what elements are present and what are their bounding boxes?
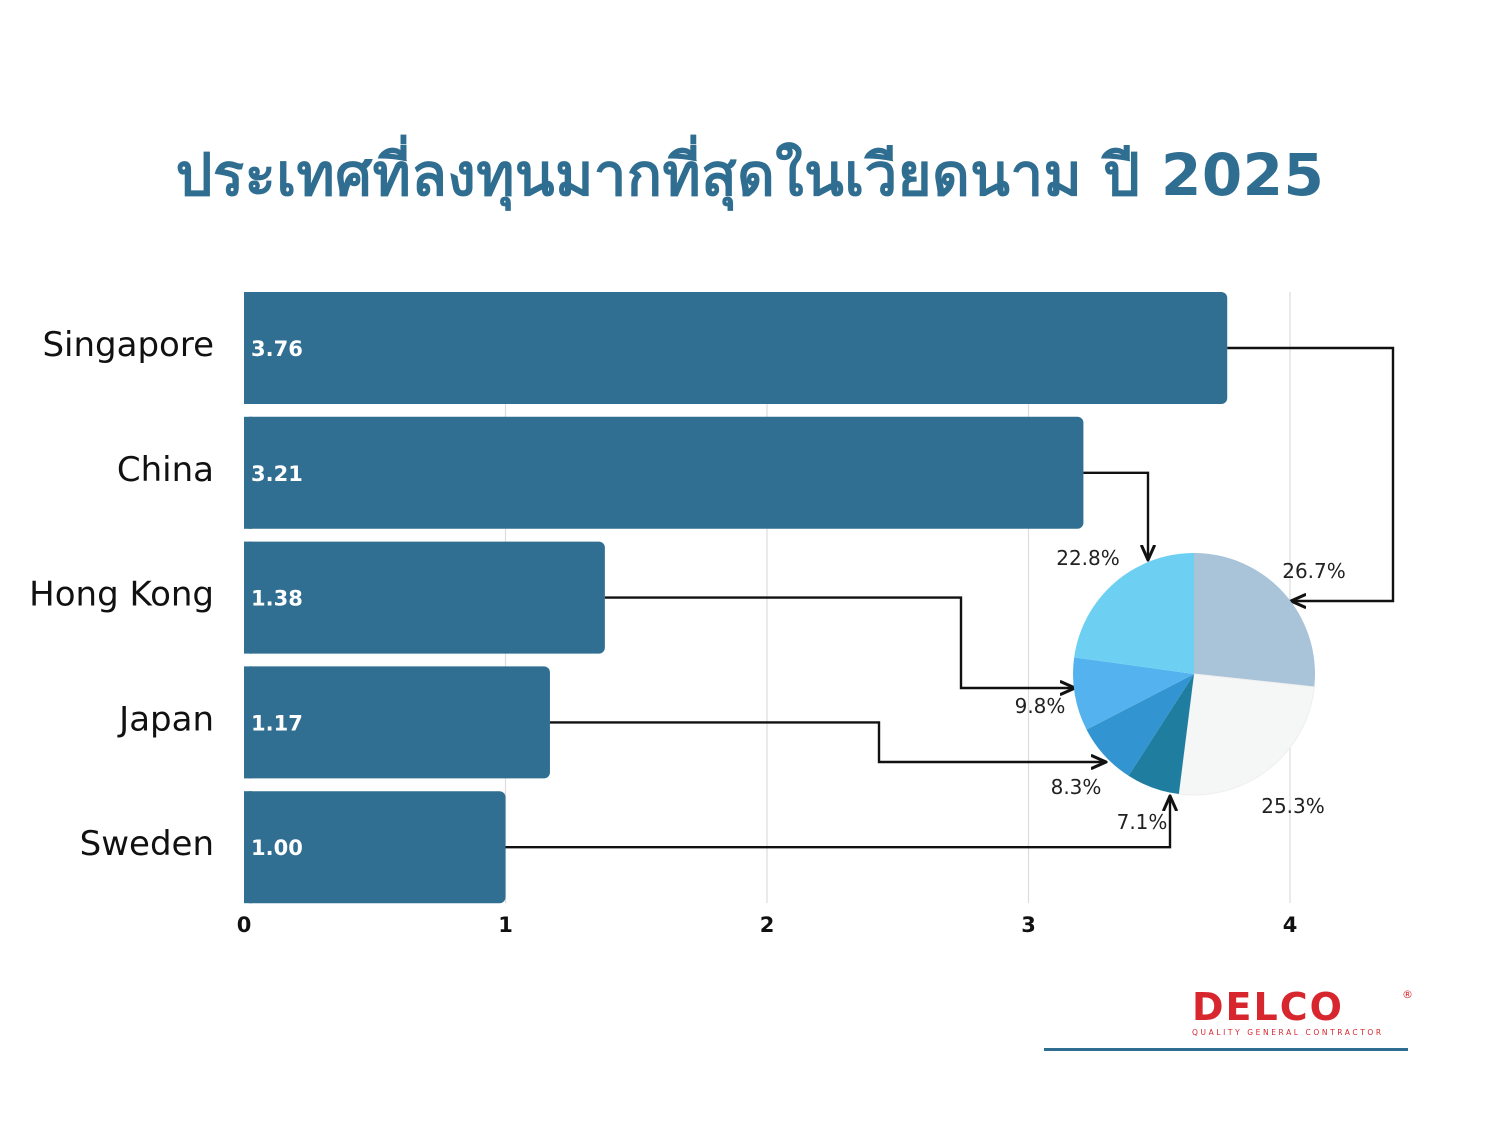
delco-logo: DELCO ® QUALITY GENERAL CONTRACTOR bbox=[1192, 985, 1413, 1038]
connector-arrow bbox=[604, 596, 1075, 688]
bar-value-label: 1.00 bbox=[251, 836, 303, 860]
bar bbox=[244, 292, 1228, 404]
category-label: Japan bbox=[117, 699, 214, 739]
bar-value-label: 1.38 bbox=[251, 587, 303, 611]
category-label: Hong Kong bbox=[29, 575, 214, 615]
category-label: China bbox=[117, 450, 214, 490]
category-label: Sweden bbox=[80, 824, 214, 864]
pie-slice bbox=[1194, 553, 1316, 687]
bar bbox=[244, 541, 605, 654]
category-label: Singapore bbox=[42, 325, 214, 365]
x-tick-label: 1 bbox=[498, 913, 513, 937]
bar-value-label: 3.21 bbox=[251, 462, 303, 486]
pie-slice bbox=[1074, 553, 1194, 674]
pie-slice-label: 9.8% bbox=[1015, 694, 1066, 718]
pie-slice-label: 22.8% bbox=[1056, 546, 1120, 570]
bar-edge bbox=[244, 292, 252, 404]
bar-edge bbox=[244, 416, 252, 529]
logo-wordmark: DELCO bbox=[1192, 985, 1344, 1029]
pie-slice bbox=[1178, 673, 1315, 796]
bar-edge bbox=[244, 666, 252, 779]
connector-arrow bbox=[505, 796, 1171, 849]
x-tick-label: 3 bbox=[1021, 913, 1036, 937]
logo-underline bbox=[1044, 1048, 1408, 1051]
x-tick-label: 0 bbox=[237, 913, 252, 937]
pie-slice-label: 7.1% bbox=[1117, 810, 1168, 834]
pie-slice-label: 25.3% bbox=[1261, 794, 1325, 818]
chart-title: ประเทศที่ลงทุนมากที่สุดในเวียดนาม ปี 202… bbox=[175, 141, 1325, 209]
bar-value-label: 1.17 bbox=[251, 711, 303, 735]
pie-slice bbox=[1073, 657, 1194, 730]
pie-slice-label: 8.3% bbox=[1051, 775, 1102, 799]
pie-slice bbox=[1086, 674, 1194, 776]
logo-tagline: QUALITY GENERAL CONTRACTOR bbox=[1192, 1028, 1384, 1037]
connector-arrow bbox=[549, 721, 1106, 762]
x-tick-label: 4 bbox=[1283, 913, 1298, 937]
bar bbox=[244, 666, 550, 779]
connector-arrow bbox=[1227, 346, 1395, 601]
bar-value-label: 3.76 bbox=[251, 337, 303, 361]
logo-registered-mark: ® bbox=[1402, 988, 1413, 1001]
pie-slice-label: 26.7% bbox=[1282, 559, 1346, 583]
connector-arrow bbox=[1083, 471, 1148, 560]
x-tick-label: 2 bbox=[760, 913, 775, 937]
bar-edge bbox=[244, 541, 252, 654]
bar bbox=[244, 791, 506, 904]
bar bbox=[244, 416, 1084, 529]
pie-slice bbox=[1128, 674, 1194, 795]
bar-edge bbox=[244, 791, 252, 904]
